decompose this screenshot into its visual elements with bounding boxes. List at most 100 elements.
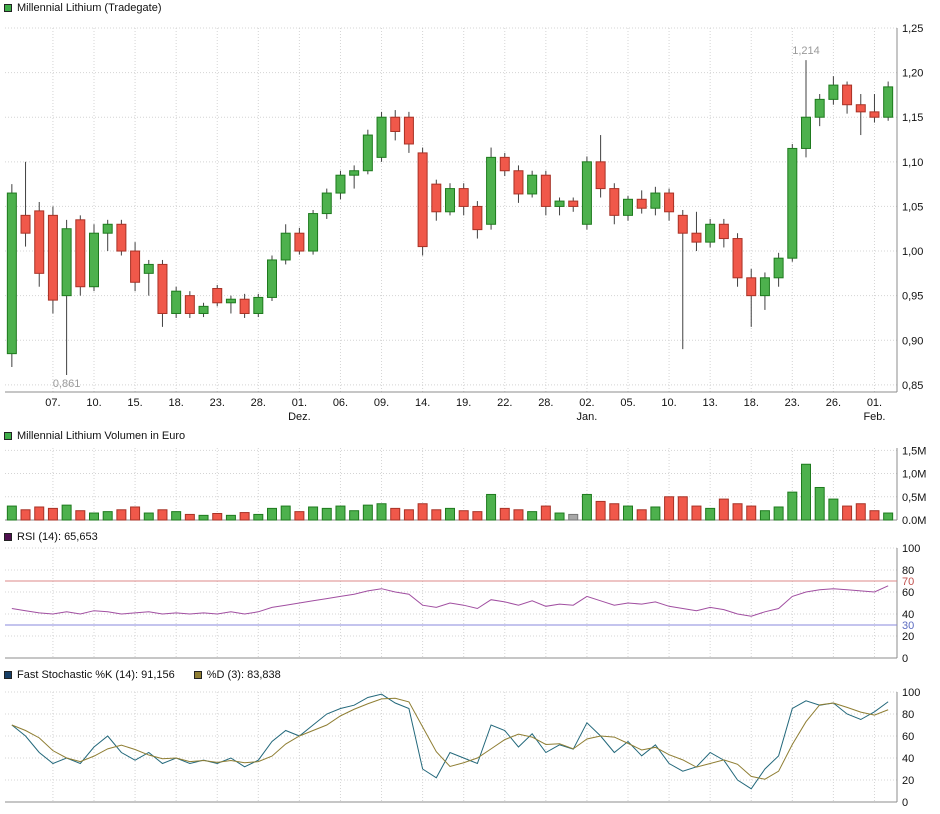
volume-bar [253, 513, 264, 521]
candle-body [458, 188, 469, 207]
volume-bar [540, 505, 551, 521]
volume-bar [499, 507, 510, 521]
volume-bar [705, 507, 716, 521]
y-axis-tick-label: 40 [902, 753, 914, 765]
candle-body [362, 134, 373, 172]
candle-body [376, 116, 387, 158]
candle-body [390, 116, 401, 132]
x-axis-tick-label: 28. [538, 397, 553, 409]
candle-body [308, 213, 319, 252]
volume-bar [61, 504, 72, 521]
y-axis-tick-label: 60 [902, 731, 914, 743]
volume-legend-swatch-icon [4, 432, 12, 440]
candle-body [746, 277, 757, 297]
volume-bar [321, 507, 332, 521]
volume-bar [376, 503, 387, 521]
x-axis-tick-label: 18. [169, 397, 184, 409]
price-candlestick-chart: 1,25 1,20 1,15 1,10 1,05 1,00 0,95 0,90 0,85 1,21… [5, 23, 923, 423]
volume-bar [102, 511, 113, 521]
x-axis-month-label: Jan. [577, 411, 598, 423]
volume-bar [718, 498, 729, 521]
volume-bar [239, 512, 250, 521]
y-axis-tick-label: 100 [902, 543, 920, 555]
rsi-chart-legend: RSI (14): 65,653 [4, 531, 98, 543]
volume-bar [623, 505, 633, 521]
candle-body [47, 214, 58, 301]
volume-bar [636, 509, 647, 521]
y-axis-tick-label: 1,15 [902, 112, 923, 124]
rsi-legend-swatch-icon [4, 533, 12, 541]
y-axis-tick-label: 60 [902, 587, 914, 599]
y-axis-tick-label: 1,25 [902, 23, 923, 35]
x-axis-tick-label: 05. [620, 397, 635, 409]
candle-body [280, 232, 291, 261]
volume-bar [20, 509, 31, 521]
volume-bar [390, 507, 401, 521]
y-axis-tick-label: 80 [902, 565, 914, 577]
volume-bar [527, 511, 538, 521]
candle-body [636, 198, 647, 209]
stochastic-line-chart: 100 80 60 40 20 0 [5, 687, 920, 809]
y-axis-tick-label: 0,95 [902, 291, 923, 303]
x-axis-tick-label: 09. [374, 397, 389, 409]
candle-body [20, 214, 31, 234]
y-axis-tick-label: 20 [902, 631, 914, 643]
x-axis-tick-label: 14. [415, 397, 430, 409]
candle-body [472, 205, 483, 231]
volume-bar [417, 503, 428, 521]
stochastic-d-legend-swatch-icon [193, 671, 202, 679]
volume-bar [362, 504, 373, 521]
y-axis-tick-label: 1,00 [902, 246, 923, 258]
y-axis-tick-label: 20 [902, 775, 914, 787]
candle-body [349, 170, 360, 176]
volume-bar [609, 503, 620, 521]
candle-body [239, 298, 250, 314]
x-axis-month-label: Feb. [863, 411, 885, 423]
candle-body [321, 192, 332, 215]
x-axis-tick-label: 01. [292, 397, 307, 409]
y-axis-tick-label: 0 [902, 797, 908, 809]
x-axis-tick-label: 22. [497, 397, 512, 409]
candle-body [198, 305, 209, 314]
x-axis-tick-label: 10. [86, 397, 101, 409]
candle-body [130, 250, 141, 283]
candle-body [773, 257, 784, 279]
stochastic-d-legend-group: %D (3): 83,838 [193, 669, 281, 681]
volume-legend-label: Millennial Lithium Volumen in Euro [17, 430, 186, 442]
x-axis-tick-label: 26. [826, 397, 841, 409]
candle-body [581, 161, 592, 225]
volume-bar [787, 491, 798, 521]
candle-body [75, 219, 86, 288]
stochastic-k-legend-group: Fast Stochastic %K (14): 91,156 [4, 669, 175, 681]
volume-bar [773, 506, 784, 521]
price-annotation: 0,861 [53, 378, 81, 390]
stochastic-k-legend-label: Fast Stochastic %K (14): 91,156 [17, 669, 175, 681]
x-axis-tick-label: 06. [333, 397, 348, 409]
volume-bar [458, 510, 469, 521]
candle-body [157, 263, 168, 314]
y-axis-tick-label: 70 [902, 576, 914, 588]
volume-bar [431, 509, 442, 521]
stochastic-d-legend-label: %D (3): 83,838 [206, 669, 281, 681]
candle-body [445, 188, 455, 213]
candle-body [787, 147, 798, 259]
candle-body [664, 192, 675, 213]
y-axis-tick-label: 80 [902, 709, 914, 721]
y-axis-tick-label: 30 [902, 620, 914, 632]
volume-bar [568, 513, 579, 521]
x-axis-tick-label: 15. [127, 397, 142, 409]
y-axis-tick-label: 1,05 [902, 201, 923, 213]
volume-bar [801, 463, 811, 521]
x-axis-tick-label: 28. [251, 397, 266, 409]
volume-bar [280, 505, 291, 521]
candle-body [431, 183, 442, 213]
x-axis-tick-label: 13. [703, 397, 718, 409]
volume-bar [732, 503, 743, 521]
candle-body [691, 232, 702, 243]
candle-body [143, 263, 154, 274]
y-axis-tick-label: 1,5M [902, 445, 926, 457]
candle-body [486, 156, 497, 225]
volume-bar [650, 506, 661, 521]
volume-bar [335, 505, 346, 521]
volume-bar [34, 506, 45, 521]
